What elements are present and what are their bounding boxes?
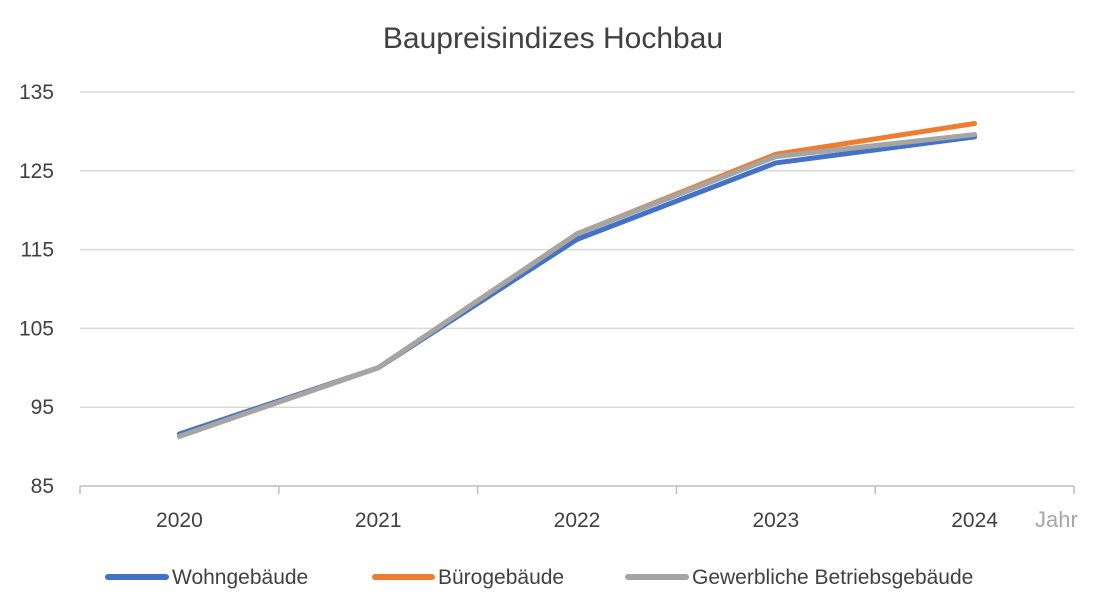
series-line [176, 134, 978, 437]
x-axis-label: Jahr [1035, 507, 1078, 532]
y-tick-label: 135 [19, 81, 54, 104]
legend: Wohngebäude Bürogebäude Gewerbliche Betrie… [105, 566, 973, 589]
y-tick-label: 125 [19, 160, 54, 183]
x-axis [79, 485, 1075, 494]
x-tick-label: 2022 [554, 509, 601, 532]
x-tick-label: 2024 [951, 509, 998, 532]
series-lines [176, 121, 978, 439]
y-tick-label: 95 [31, 396, 54, 419]
legend-label: Wohngebäude [172, 566, 308, 589]
chart-title: Baupreisindizes Hochbau [383, 22, 723, 55]
gridlines [80, 91, 1074, 408]
x-tick-label: 2023 [752, 509, 799, 532]
y-axis-ticks: 85 95 105 115 125 135 [19, 81, 54, 498]
x-tick-label: 2020 [156, 509, 203, 532]
y-tick-label: 105 [19, 317, 54, 340]
legend-label: Bürogebäude [438, 566, 564, 589]
x-tick-label: 2021 [355, 509, 402, 532]
y-tick-label: 115 [21, 239, 54, 262]
series-line [176, 132, 978, 439]
x-axis-ticks: 2020 2021 2022 2023 2024 [156, 509, 998, 532]
legend-label: Gewerbliche Betriebsgebäude [692, 566, 973, 589]
y-tick-label: 85 [31, 475, 54, 498]
